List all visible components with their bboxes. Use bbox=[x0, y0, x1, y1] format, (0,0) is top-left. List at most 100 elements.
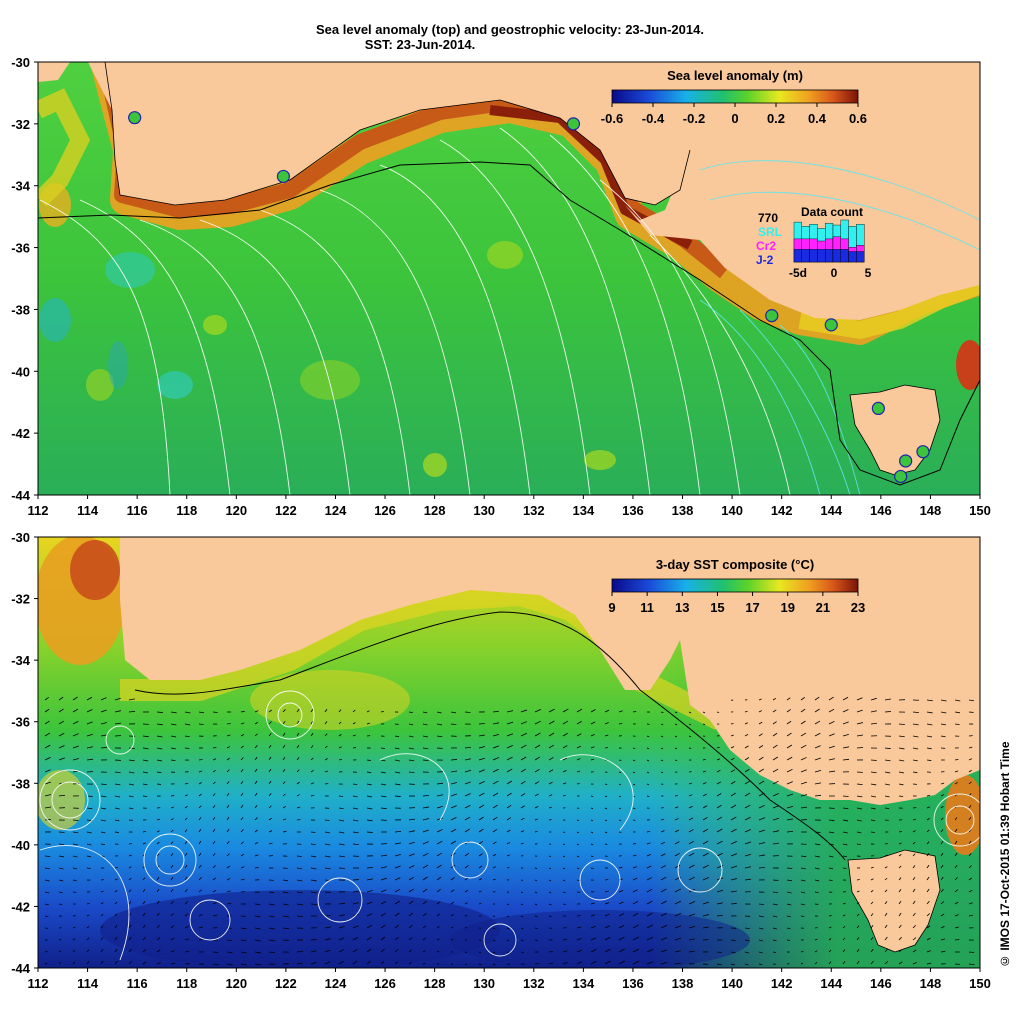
colorbar-tick-label: 17 bbox=[745, 600, 759, 615]
velocity-arrow bbox=[58, 855, 64, 858]
inset-mission-cr2: Cr2 bbox=[756, 239, 776, 253]
velocity-arrow bbox=[688, 950, 695, 953]
velocity-arrow bbox=[576, 831, 580, 834]
inset-bar-j-2 bbox=[817, 249, 826, 263]
velocity-arrow bbox=[618, 901, 624, 905]
velocity-arrow bbox=[58, 938, 62, 941]
velocity-arrow bbox=[618, 783, 622, 786]
velocity-arrow bbox=[170, 795, 175, 797]
velocity-arrow bbox=[240, 951, 247, 954]
velocity-arrow bbox=[800, 794, 808, 797]
inset-bar-j-2 bbox=[825, 249, 834, 263]
velocity-arrow bbox=[786, 903, 792, 906]
x-tick-label-bot: 124 bbox=[325, 976, 347, 991]
velocity-arrow bbox=[338, 709, 342, 713]
x-tick-label-top: 138 bbox=[672, 503, 694, 518]
velocity-arrow bbox=[646, 888, 653, 893]
velocity-arrow bbox=[548, 744, 554, 749]
velocity-arrow bbox=[296, 855, 302, 858]
velocity-arrow bbox=[506, 780, 513, 785]
velocity-arrow bbox=[128, 698, 135, 701]
velocity-arrow bbox=[716, 889, 724, 893]
velocity-arrow bbox=[898, 877, 902, 881]
velocity-arrow bbox=[786, 891, 792, 894]
velocity-arrow bbox=[478, 723, 485, 725]
velocity-arrow bbox=[814, 732, 821, 737]
velocity-arrow bbox=[44, 855, 51, 858]
velocity-arrow bbox=[520, 793, 526, 797]
velocity-arrow bbox=[800, 781, 808, 785]
velocity-arrow bbox=[618, 831, 622, 833]
velocity-arrow bbox=[548, 891, 552, 894]
velocity-arrow bbox=[800, 806, 808, 809]
velocity-arrow bbox=[156, 841, 160, 845]
velocity-arrow bbox=[968, 804, 972, 809]
velocity-arrow bbox=[352, 902, 359, 905]
velocity-arrow bbox=[814, 782, 822, 785]
velocity-arrow bbox=[758, 756, 764, 761]
velocity-arrow bbox=[660, 759, 664, 762]
velocity-arrow bbox=[128, 710, 136, 713]
velocity-arrow bbox=[310, 794, 315, 797]
velocity-arrow bbox=[646, 771, 650, 774]
velocity-arrow bbox=[954, 711, 961, 714]
velocity-arrow bbox=[184, 852, 188, 857]
velocity-arrow bbox=[128, 771, 135, 774]
velocity-arrow bbox=[436, 938, 440, 941]
velocity-arrow bbox=[492, 866, 496, 869]
velocity-arrow bbox=[884, 924, 888, 929]
velocity-arrow bbox=[954, 914, 959, 917]
velocity-arrow bbox=[870, 771, 877, 774]
velocity-arrow bbox=[744, 780, 750, 785]
velocity-arrow bbox=[800, 720, 806, 725]
x-tick-label-bot: 126 bbox=[374, 976, 396, 991]
velocity-arrow bbox=[534, 756, 541, 761]
velocity-arrow bbox=[464, 769, 472, 773]
velocity-arrow bbox=[800, 855, 807, 858]
velocity-arrow bbox=[324, 926, 331, 929]
velocity-arrow bbox=[590, 914, 596, 917]
velocity-arrow bbox=[170, 876, 174, 881]
velocity-arrow bbox=[758, 927, 764, 930]
velocity-arrow bbox=[198, 782, 202, 785]
velocity-arrow bbox=[198, 840, 202, 845]
velocity-arrow bbox=[142, 949, 147, 953]
velocity-arrow bbox=[506, 817, 511, 821]
velocity-arrow bbox=[422, 852, 429, 857]
velocity-arrow bbox=[338, 902, 345, 905]
velocity-arrow bbox=[170, 806, 174, 809]
velocity-arrow bbox=[100, 795, 107, 798]
velocity-arrow bbox=[744, 757, 750, 761]
velocity-arrow bbox=[506, 927, 510, 930]
velocity-arrow bbox=[940, 938, 945, 941]
velocity-arrow bbox=[464, 758, 472, 761]
velocity-arrow bbox=[338, 721, 342, 725]
velocity-arrow bbox=[940, 852, 944, 857]
velocity-arrow bbox=[940, 782, 945, 785]
velocity-arrow bbox=[590, 758, 595, 761]
velocity-arrow bbox=[954, 852, 958, 857]
velocity-arrow bbox=[912, 747, 919, 750]
velocity-arrow bbox=[870, 960, 874, 965]
velocity-arrow bbox=[366, 771, 372, 774]
velocity-arrow bbox=[562, 867, 566, 870]
velocity-arrow bbox=[618, 889, 624, 893]
velocity-arrow bbox=[212, 865, 216, 869]
velocity-arrow bbox=[506, 756, 513, 761]
velocity-arrow bbox=[86, 696, 93, 701]
velocity-arrow bbox=[324, 721, 328, 725]
velocity-arrow bbox=[912, 711, 919, 714]
velocity-arrow bbox=[674, 937, 682, 941]
velocity-arrow bbox=[758, 842, 766, 845]
velocity-arrow bbox=[352, 783, 358, 786]
velocity-arrow bbox=[604, 960, 611, 965]
velocity-arrow bbox=[72, 867, 78, 870]
velocity-arrow bbox=[86, 937, 90, 941]
velocity-arrow bbox=[744, 733, 749, 737]
velocity-arrow bbox=[478, 734, 486, 737]
velocity-arrow bbox=[72, 758, 80, 761]
y-tick-label-bot: -38 bbox=[11, 776, 30, 791]
velocity-arrow bbox=[156, 924, 160, 929]
velocity-arrow bbox=[198, 864, 202, 869]
velocity-arrow bbox=[828, 949, 832, 953]
